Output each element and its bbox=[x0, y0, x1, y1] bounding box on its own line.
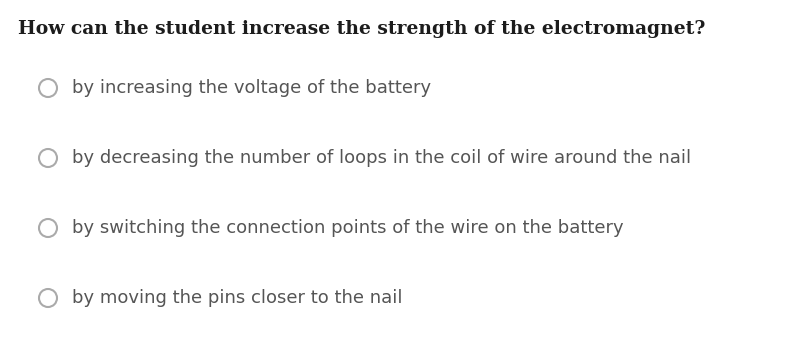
Text: How can the student increase the strength of the electromagnet?: How can the student increase the strengt… bbox=[18, 20, 706, 38]
Text: by increasing the voltage of the battery: by increasing the voltage of the battery bbox=[72, 79, 431, 97]
Text: by decreasing the number of loops in the coil of wire around the nail: by decreasing the number of loops in the… bbox=[72, 149, 691, 167]
Text: by moving the pins closer to the nail: by moving the pins closer to the nail bbox=[72, 289, 402, 307]
Text: by switching the connection points of the wire on the battery: by switching the connection points of th… bbox=[72, 219, 624, 237]
